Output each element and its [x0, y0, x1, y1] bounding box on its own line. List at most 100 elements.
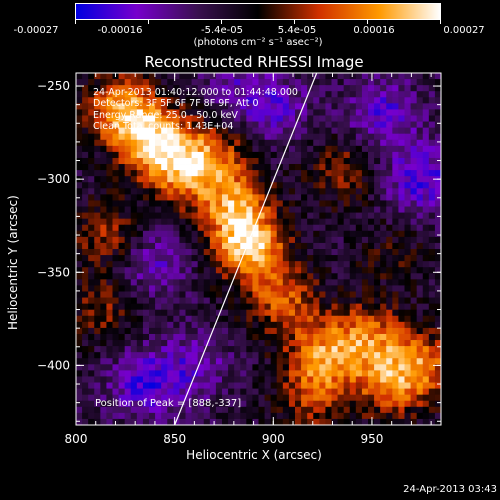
- heatmap-cell: [161, 412, 168, 420]
- heatmap-cell: [136, 267, 144, 274]
- heatmap-cell: [136, 315, 144, 323]
- heatmap-cell: [142, 170, 150, 177]
- heatmap-cell: [240, 151, 247, 159]
- heatmap-cell: [173, 279, 180, 286]
- heatmap-cell: [295, 157, 302, 165]
- heatmap-cell: [149, 327, 156, 335]
- heatmap-cell: [179, 133, 186, 141]
- heatmap-cell: [319, 97, 326, 104]
- heatmap-cell: [343, 164, 351, 171]
- heatmap-cell: [118, 151, 126, 159]
- heatmap-cell: [368, 333, 375, 341]
- heatmap-cell: [124, 340, 132, 347]
- heatmap-cell: [161, 291, 168, 298]
- heatmap-cell: [76, 73, 83, 80]
- heatmap-cell: [331, 309, 338, 317]
- heatmap-cell: [295, 85, 302, 92]
- heatmap-cell: [270, 352, 278, 359]
- heatmap-cell: [410, 164, 418, 171]
- heatmap-cell: [118, 103, 126, 110]
- heatmap-cell: [106, 291, 113, 298]
- heatmap-cell: [82, 346, 89, 353]
- heatmap-cell: [118, 346, 126, 353]
- heatmap-cell: [149, 224, 156, 232]
- heatmap-cell: [319, 212, 326, 220]
- heatmap-cell: [325, 340, 332, 347]
- heatmap-cell: [76, 261, 83, 268]
- heatmap-cell: [295, 103, 302, 110]
- heatmap-cell: [392, 327, 399, 335]
- heatmap-cell: [234, 279, 241, 286]
- heatmap-cell: [270, 157, 278, 165]
- heatmap-cell: [191, 188, 199, 195]
- heatmap-cell: [82, 358, 89, 365]
- heatmap-cell: [167, 182, 174, 189]
- heatmap-cell: [191, 291, 199, 298]
- heatmap-cell: [270, 321, 278, 329]
- heatmap-cell: [404, 139, 411, 147]
- heatmap-cell: [398, 388, 405, 396]
- heatmap-cell: [410, 303, 418, 311]
- heatmap-cell: [264, 170, 272, 177]
- heatmap-cell: [94, 388, 101, 396]
- heatmap-cell: [88, 206, 95, 213]
- heatmap-cell: [142, 145, 150, 153]
- heatmap-cell: [203, 352, 211, 359]
- heatmap-cell: [197, 364, 205, 371]
- heatmap-cell: [76, 139, 83, 147]
- heatmap-cell: [416, 394, 424, 402]
- heatmap-cell: [270, 79, 278, 86]
- heatmap-cell: [124, 358, 132, 365]
- heatmap-cell: [276, 249, 284, 256]
- heatmap-cell: [246, 176, 253, 183]
- heatmap-cell: [288, 370, 296, 377]
- heatmap-cell: [422, 224, 430, 232]
- heatmap-cell: [185, 327, 192, 335]
- heatmap-cell: [428, 170, 436, 177]
- heatmap-cell: [386, 370, 393, 377]
- heatmap-cell: [380, 249, 387, 256]
- heatmap-cell: [282, 346, 290, 353]
- heatmap-cell: [215, 267, 223, 274]
- heatmap-cell: [185, 279, 192, 286]
- heatmap-cell: [337, 249, 345, 256]
- heatmap-cell: [374, 200, 381, 207]
- heatmap-cell: [124, 376, 132, 383]
- heatmap-cell: [161, 267, 168, 274]
- heatmap-cell: [185, 406, 192, 414]
- heatmap-cell: [434, 315, 442, 323]
- heatmap-cell: [368, 291, 375, 298]
- heatmap-cell: [234, 340, 241, 347]
- heatmap-cell: [386, 194, 393, 201]
- heatmap-cell: [313, 242, 320, 250]
- heatmap-cell: [313, 194, 320, 201]
- heatmap-cell: [307, 73, 314, 80]
- heatmap-cell: [325, 273, 332, 280]
- heatmap-cell: [82, 157, 89, 165]
- heatmap-cell: [319, 182, 326, 189]
- heatmap-cell: [301, 164, 308, 171]
- heatmap-cell: [288, 249, 296, 256]
- heatmap-cell: [161, 406, 168, 414]
- heatmap-cell: [374, 333, 381, 341]
- heatmap-cell: [100, 224, 107, 232]
- heatmap-cell: [215, 261, 223, 268]
- heatmap-cell: [185, 212, 192, 220]
- heatmap-cell: [410, 200, 418, 207]
- heatmap-cell: [124, 267, 132, 274]
- heatmap-cell: [136, 73, 144, 80]
- heatmap-cell: [434, 364, 442, 371]
- heatmap-cell: [380, 370, 387, 377]
- heatmap-cell: [422, 333, 430, 341]
- heatmap-cell: [416, 164, 424, 171]
- heatmap-cell: [392, 400, 399, 408]
- heatmap-cell: [325, 188, 332, 195]
- heatmap-cell: [209, 164, 217, 171]
- heatmap-cell: [422, 73, 430, 80]
- heatmap-cell: [276, 79, 284, 86]
- heatmap-cell: [240, 279, 247, 286]
- heatmap-cell: [319, 261, 326, 268]
- heatmap-cell: [167, 321, 174, 329]
- heatmap-cell: [361, 127, 369, 135]
- heatmap-cell: [404, 315, 411, 323]
